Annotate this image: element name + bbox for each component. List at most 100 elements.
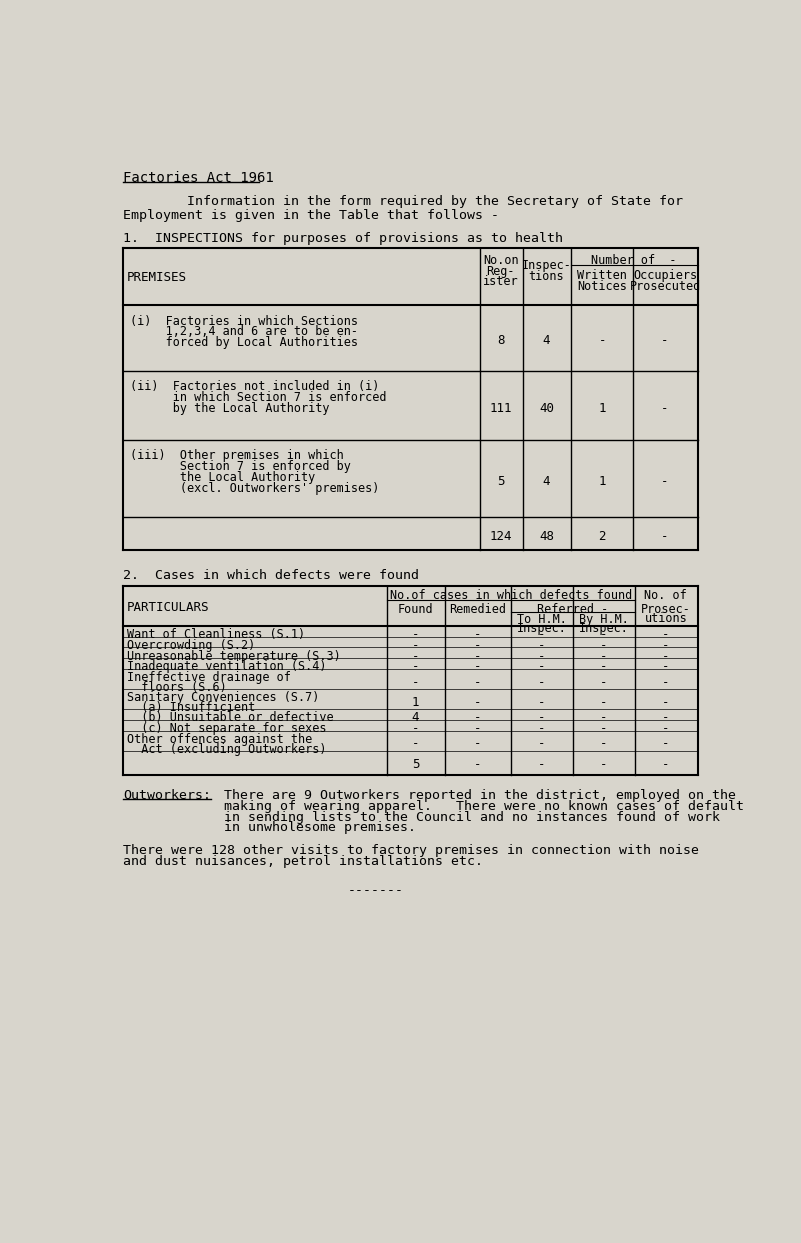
Text: 5: 5 — [412, 758, 419, 771]
Text: 48: 48 — [539, 530, 554, 542]
Text: Remedied: Remedied — [449, 603, 506, 615]
Text: There were 128 other visits to factory premises in connection with noise: There were 128 other visits to factory p… — [123, 844, 699, 858]
Text: -: - — [538, 722, 545, 735]
Text: -: - — [474, 639, 481, 651]
Text: 1: 1 — [412, 696, 419, 709]
Text: -: - — [600, 722, 608, 735]
Text: (iii)  Other premises in which: (iii) Other premises in which — [130, 450, 344, 462]
Text: Outworkers:: Outworkers: — [123, 789, 211, 802]
Text: -------: ------- — [348, 885, 403, 897]
Text: -: - — [662, 401, 669, 415]
Text: -: - — [474, 711, 481, 725]
Text: -: - — [662, 722, 670, 735]
Text: -: - — [600, 696, 608, 709]
Text: -: - — [538, 650, 545, 663]
Text: PREMISES: PREMISES — [127, 271, 187, 283]
Text: By H.M.: By H.M. — [579, 614, 629, 626]
Text: in sending lists to the Council and no instances found of work: in sending lists to the Council and no i… — [224, 810, 720, 824]
Text: Reg-: Reg- — [486, 265, 515, 277]
Text: -: - — [538, 737, 545, 751]
Text: (a) Insufficient: (a) Insufficient — [127, 701, 256, 715]
Text: the Local Authority: the Local Authority — [130, 471, 315, 484]
Text: 124: 124 — [489, 530, 512, 542]
Text: tions: tions — [529, 270, 565, 283]
Text: -: - — [600, 650, 608, 663]
Text: Act (excluding Outworkers): Act (excluding Outworkers) — [127, 743, 327, 756]
Text: Inspec.: Inspec. — [517, 622, 567, 635]
Text: (c) Not separate for sexes: (c) Not separate for sexes — [127, 722, 327, 735]
Text: Prosec-: Prosec- — [641, 603, 690, 615]
Text: -: - — [662, 660, 670, 674]
Text: Written: Written — [578, 270, 627, 282]
Text: Overcrowding (S.2): Overcrowding (S.2) — [127, 639, 256, 651]
Text: -: - — [412, 628, 419, 641]
Text: Prosecuted: Prosecuted — [630, 280, 701, 293]
Text: -: - — [600, 628, 608, 641]
Text: To H.M.: To H.M. — [517, 614, 567, 626]
Text: Referred -: Referred - — [537, 603, 609, 615]
Text: -: - — [474, 737, 481, 751]
Text: 1.  INSPECTIONS for purposes of provisions as to health: 1. INSPECTIONS for purposes of provision… — [123, 232, 563, 245]
Text: Want of Cleanliness (S.1): Want of Cleanliness (S.1) — [127, 628, 305, 641]
Text: Inadequate ventilation (S.4): Inadequate ventilation (S.4) — [127, 660, 327, 674]
Text: (excl. Outworkers' premises): (excl. Outworkers' premises) — [130, 482, 379, 495]
Text: -: - — [538, 696, 545, 709]
Text: -: - — [412, 737, 419, 751]
Text: -: - — [600, 660, 608, 674]
Text: utions: utions — [645, 612, 687, 625]
Text: making of wearing apparel.   There were no known cases of default: making of wearing apparel. There were no… — [224, 799, 744, 813]
Text: Factories Act 1961: Factories Act 1961 — [123, 170, 274, 185]
Text: -: - — [538, 676, 545, 689]
Text: -: - — [662, 737, 670, 751]
Text: -: - — [474, 722, 481, 735]
Text: (ii)  Factories not included in (i): (ii) Factories not included in (i) — [130, 380, 379, 393]
Text: PARTICULARS: PARTICULARS — [127, 602, 210, 614]
Text: Section 7 is enforced by: Section 7 is enforced by — [130, 460, 351, 474]
Text: -: - — [474, 628, 481, 641]
Text: No. of: No. of — [645, 589, 687, 602]
Text: -: - — [474, 676, 481, 689]
Text: -: - — [662, 530, 669, 542]
Text: forced by Local Authorities: forced by Local Authorities — [130, 337, 357, 349]
Text: -: - — [662, 639, 670, 651]
Text: 111: 111 — [489, 401, 512, 415]
Text: 1: 1 — [598, 475, 606, 487]
Text: -: - — [538, 758, 545, 771]
Text: -: - — [600, 737, 608, 751]
Text: 1,2,3,4 and 6 are to be en-: 1,2,3,4 and 6 are to be en- — [130, 326, 357, 338]
Text: -: - — [598, 334, 606, 347]
Text: There are 9 Outworkers reported in the district, employed on the: There are 9 Outworkers reported in the d… — [224, 789, 736, 802]
Text: 2: 2 — [598, 530, 606, 542]
Text: -: - — [412, 722, 419, 735]
Text: -: - — [538, 639, 545, 651]
Text: and dust nuisances, petrol installations etc.: and dust nuisances, petrol installations… — [123, 855, 483, 869]
Text: ister: ister — [483, 276, 518, 288]
Text: -: - — [662, 628, 670, 641]
Text: 5: 5 — [497, 475, 505, 487]
Text: 8: 8 — [497, 334, 505, 347]
Text: Other offences against the: Other offences against the — [127, 733, 312, 746]
Text: No.on: No.on — [483, 254, 518, 267]
Text: Unreasonable temperature (S.3): Unreasonable temperature (S.3) — [127, 650, 341, 663]
Text: -: - — [412, 676, 419, 689]
Text: -: - — [474, 660, 481, 674]
Text: No.of cases in which defects found: No.of cases in which defects found — [390, 589, 632, 602]
Text: -: - — [538, 711, 545, 725]
Text: -: - — [662, 696, 670, 709]
Text: (b) Unsuitable or defective: (b) Unsuitable or defective — [127, 711, 334, 725]
Text: Inspec.: Inspec. — [579, 622, 629, 635]
Text: Sanitary Conveniences (S.7): Sanitary Conveniences (S.7) — [127, 691, 320, 705]
Text: Ineffective drainage of: Ineffective drainage of — [127, 671, 291, 684]
Text: -: - — [662, 475, 669, 487]
Text: 4: 4 — [412, 711, 419, 725]
Text: Occupiers: Occupiers — [633, 270, 697, 282]
Text: -: - — [538, 660, 545, 674]
Text: 4: 4 — [543, 475, 550, 487]
Text: -: - — [600, 639, 608, 651]
Text: 2.  Cases in which defects were found: 2. Cases in which defects were found — [123, 569, 420, 582]
Text: -: - — [412, 639, 419, 651]
Text: Inspec-: Inspec- — [521, 260, 571, 272]
Text: -: - — [538, 628, 545, 641]
Text: -: - — [662, 650, 670, 663]
Text: -: - — [662, 758, 670, 771]
